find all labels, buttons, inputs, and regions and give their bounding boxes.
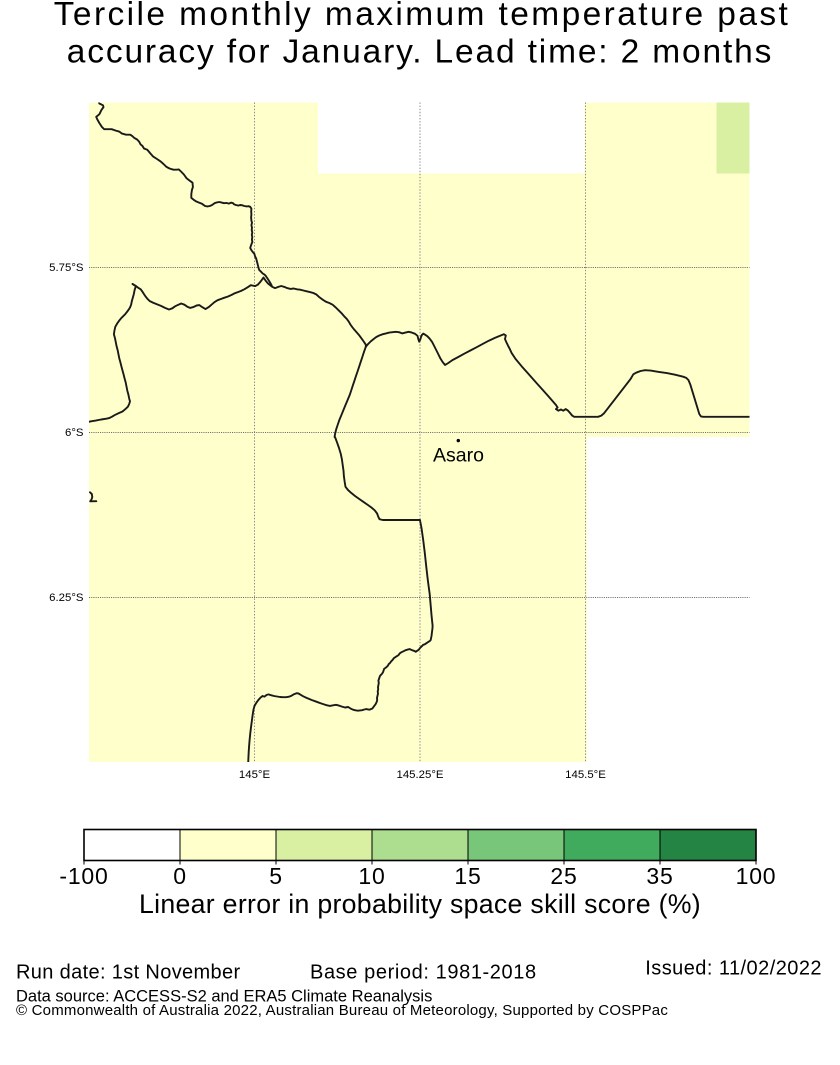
- svg-text:5: 5: [269, 863, 283, 889]
- svg-text:5.75°S: 5.75°S: [49, 262, 84, 274]
- svg-text:Base period: 1981-2018: Base period: 1981-2018: [310, 961, 537, 983]
- svg-text:145°E: 145°E: [239, 769, 271, 781]
- svg-text:15: 15: [454, 863, 481, 889]
- svg-text:6°S: 6°S: [65, 427, 84, 439]
- svg-text:35: 35: [646, 863, 673, 889]
- svg-text:© Commonwealth of Australia 20: © Commonwealth of Australia 2022, Austra…: [16, 1002, 668, 1019]
- svg-text:10: 10: [358, 863, 385, 889]
- svg-text:25: 25: [550, 863, 577, 889]
- svg-text:Asaro: Asaro: [433, 444, 484, 466]
- svg-text:145.5°E: 145.5°E: [565, 769, 606, 781]
- svg-text:6.25°S: 6.25°S: [49, 592, 84, 604]
- svg-text:-100: -100: [59, 863, 108, 889]
- svg-text:Linear error in probability sp: Linear error in probability space skill …: [139, 889, 701, 919]
- svg-text:100: 100: [736, 863, 777, 889]
- svg-text:145.25°E: 145.25°E: [397, 769, 444, 781]
- svg-text:0: 0: [173, 863, 187, 889]
- svg-text:accuracy for January. Lead tim: accuracy for January. Lead time: 2 month…: [67, 34, 773, 71]
- svg-text:Data source: ACCESS-S2 and ERA: Data source: ACCESS-S2 and ERA5 Climate …: [16, 988, 432, 1006]
- svg-text:Run date: 1st November: Run date: 1st November: [16, 961, 240, 983]
- svg-text:Tercile monthly maximum temper: Tercile monthly maximum temperature past: [54, 0, 790, 33]
- svg-text:Issued: 11/02/2022: Issued: 11/02/2022: [645, 958, 822, 980]
